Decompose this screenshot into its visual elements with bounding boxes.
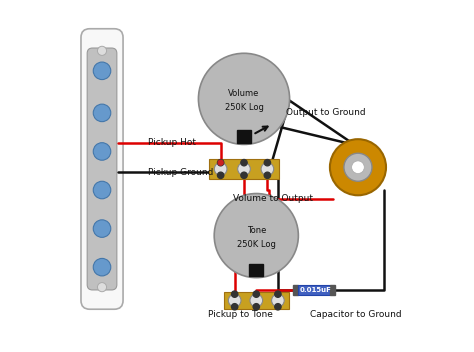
Circle shape xyxy=(98,46,107,55)
Circle shape xyxy=(344,153,372,181)
Circle shape xyxy=(93,104,111,122)
Circle shape xyxy=(218,159,224,166)
Circle shape xyxy=(253,304,259,310)
Text: Pickup Ground: Pickup Ground xyxy=(147,168,213,177)
Text: Capacitor to Ground: Capacitor to Ground xyxy=(310,310,402,319)
Text: Pickup to Tone: Pickup to Tone xyxy=(208,310,273,319)
Circle shape xyxy=(250,294,263,307)
Circle shape xyxy=(98,283,107,292)
Circle shape xyxy=(261,163,273,175)
FancyBboxPatch shape xyxy=(224,292,289,309)
Text: Tone: Tone xyxy=(246,226,266,235)
Circle shape xyxy=(352,161,365,174)
Circle shape xyxy=(214,163,227,175)
Circle shape xyxy=(93,220,111,237)
FancyBboxPatch shape xyxy=(237,131,251,143)
FancyBboxPatch shape xyxy=(330,285,335,295)
Circle shape xyxy=(93,181,111,199)
FancyBboxPatch shape xyxy=(209,159,279,178)
Text: 250K Log: 250K Log xyxy=(237,240,276,249)
Circle shape xyxy=(241,172,247,178)
Circle shape xyxy=(231,304,238,310)
Circle shape xyxy=(93,258,111,276)
Circle shape xyxy=(218,160,223,165)
Circle shape xyxy=(330,139,386,195)
Text: Volume: Volume xyxy=(228,89,260,98)
Circle shape xyxy=(93,143,111,160)
Circle shape xyxy=(275,291,281,297)
Circle shape xyxy=(214,194,298,278)
Text: 0.015uF: 0.015uF xyxy=(300,287,332,293)
FancyBboxPatch shape xyxy=(81,29,123,309)
Circle shape xyxy=(231,291,238,297)
Circle shape xyxy=(272,294,284,307)
Circle shape xyxy=(237,163,250,175)
FancyBboxPatch shape xyxy=(249,264,263,276)
Circle shape xyxy=(93,62,111,80)
FancyBboxPatch shape xyxy=(87,48,117,290)
Circle shape xyxy=(228,294,241,307)
Circle shape xyxy=(264,159,271,166)
Text: Output to Ground: Output to Ground xyxy=(286,108,366,117)
Circle shape xyxy=(264,172,271,178)
Text: 250K Log: 250K Log xyxy=(225,103,264,112)
FancyBboxPatch shape xyxy=(293,285,298,295)
Circle shape xyxy=(275,304,281,310)
Circle shape xyxy=(218,172,224,178)
Text: Pickup Hot: Pickup Hot xyxy=(147,138,196,147)
Circle shape xyxy=(199,53,290,144)
Circle shape xyxy=(241,159,247,166)
Circle shape xyxy=(253,291,259,297)
FancyBboxPatch shape xyxy=(298,285,330,295)
Text: Volume to Output: Volume to Output xyxy=(234,194,313,203)
